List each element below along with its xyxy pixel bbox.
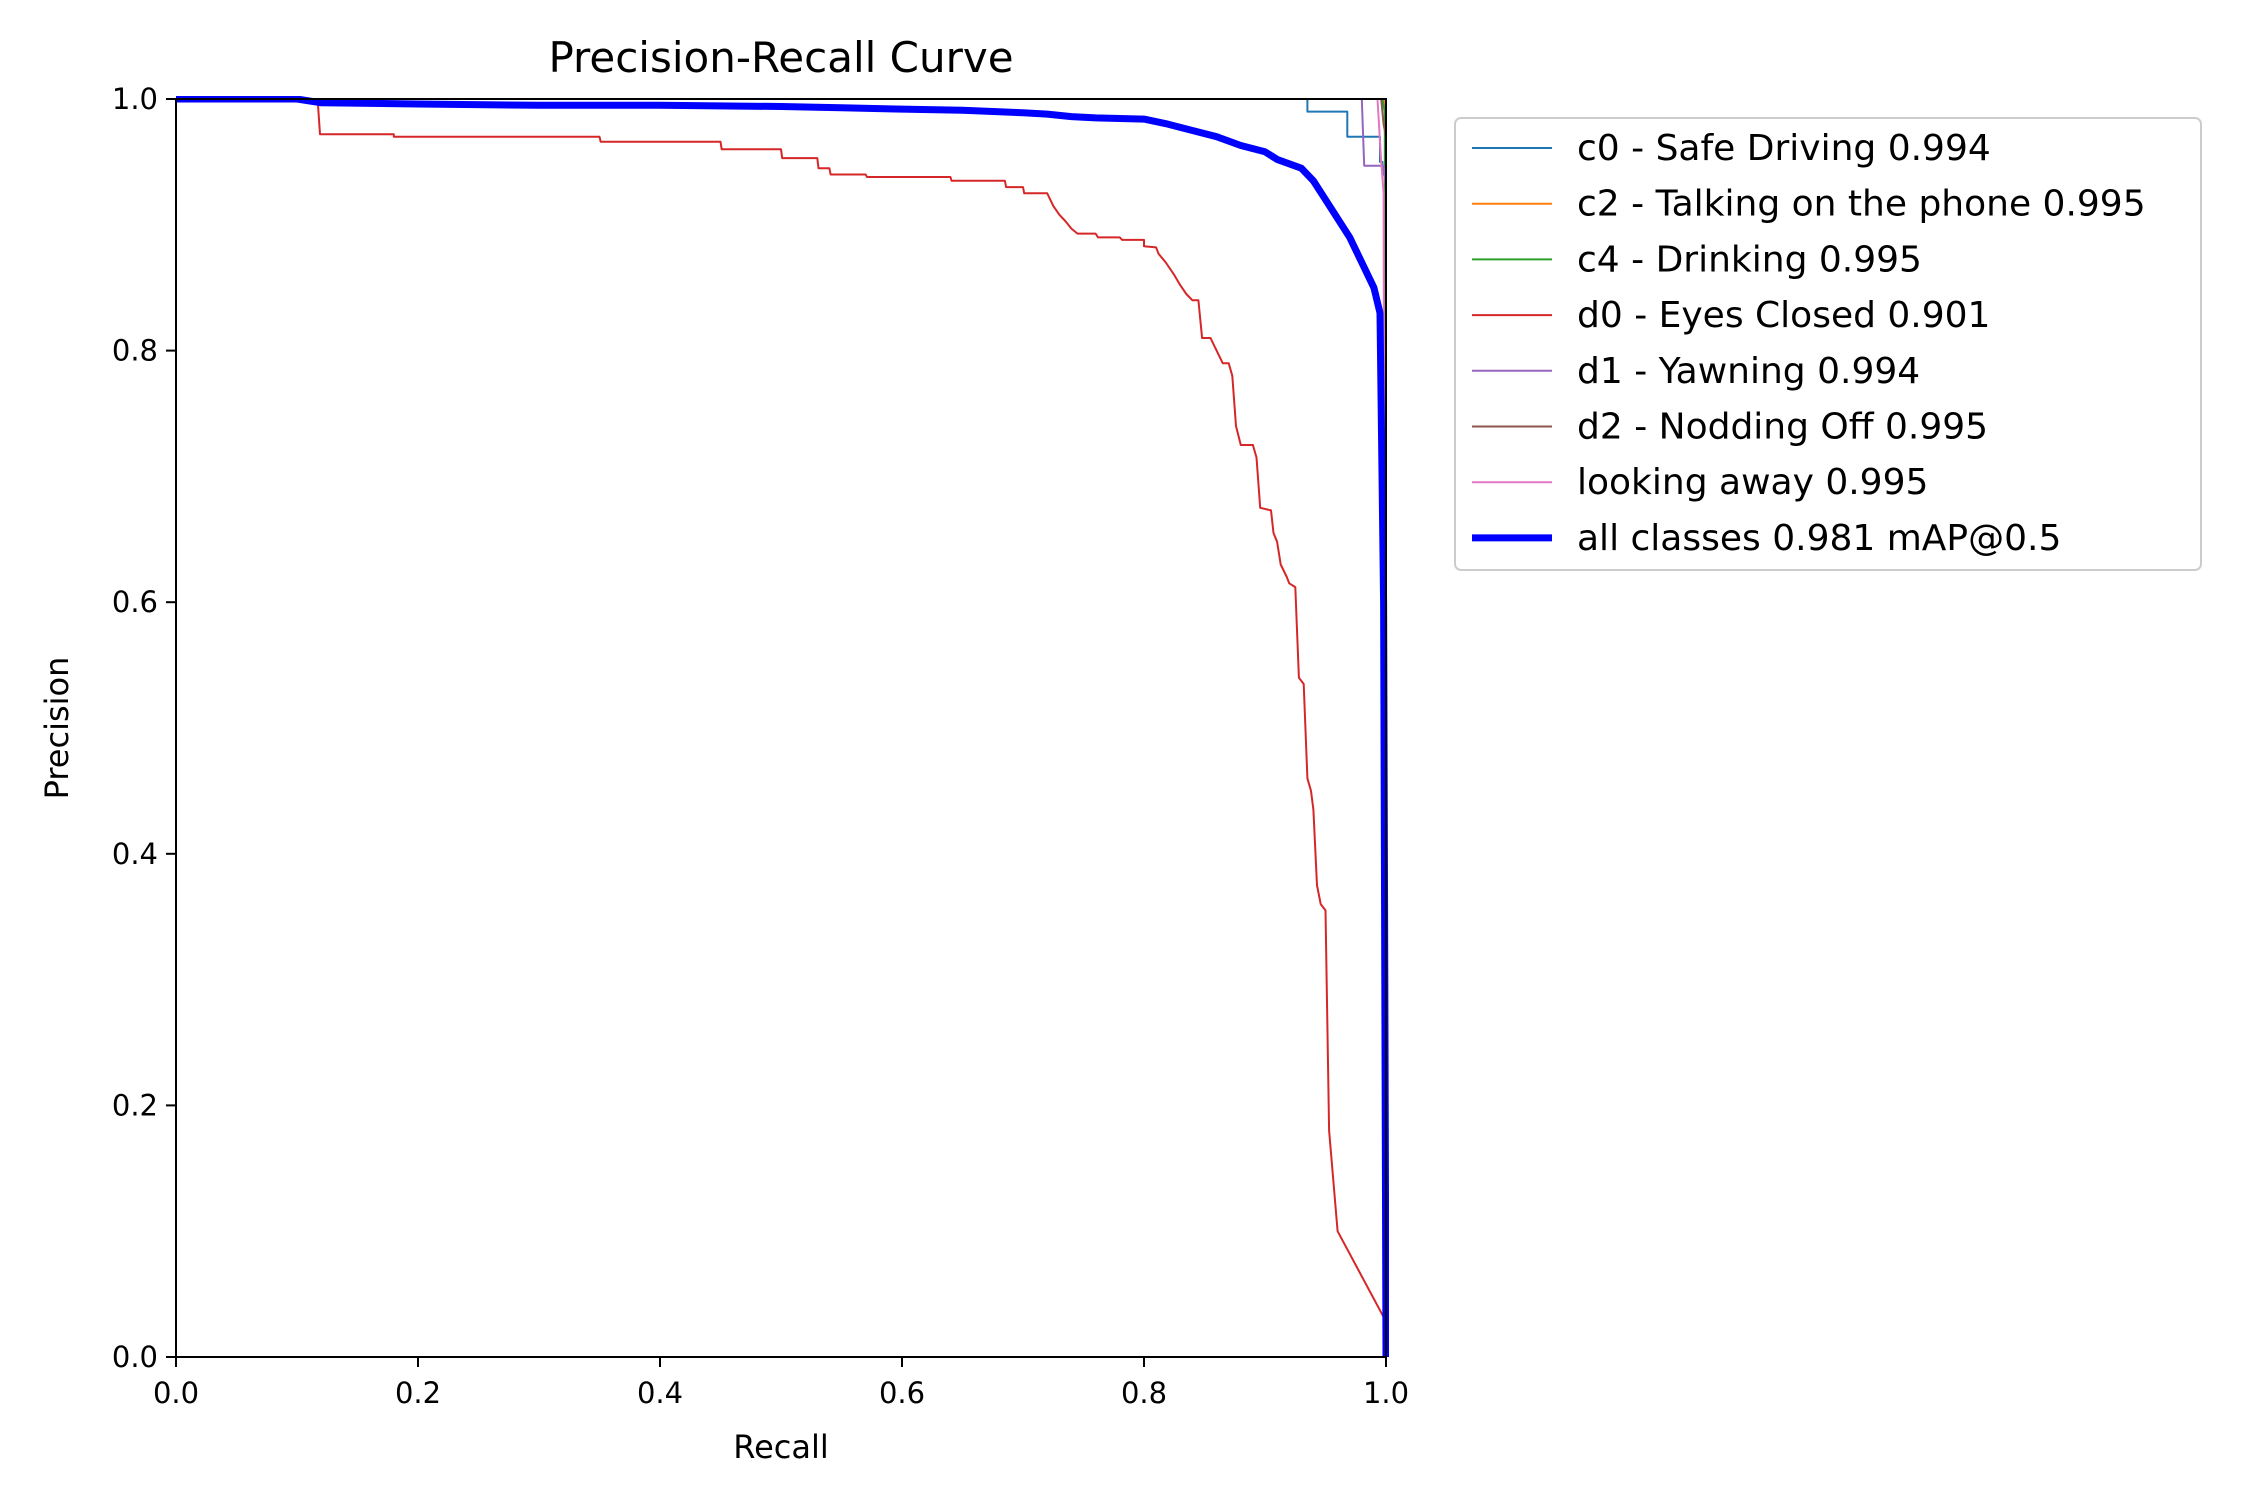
y-axis-label: Precision (38, 657, 76, 800)
legend-label: d0 - Eyes Closed 0.901 (1577, 295, 1990, 336)
x-tick-label: 0.8 (1121, 1376, 1167, 1410)
x-tick-label: 0.6 (879, 1376, 925, 1410)
y-tick-label: 0.0 (112, 1340, 158, 1374)
legend-label: all classes 0.981 mAP@0.5 (1577, 518, 2061, 559)
x-tick-label: 0.2 (395, 1376, 441, 1410)
legend: c0 - Safe Driving 0.994 c2 - Talking on t… (1454, 117, 2202, 571)
x-axis-label: Recall (733, 1428, 828, 1466)
series-line-4 (176, 98, 1387, 1358)
legend-label: c2 - Talking on the phone 0.995 (1577, 184, 2146, 225)
legend-label: looking away 0.995 (1577, 462, 1928, 503)
y-axis: 0.0 0.2 0.4 0.6 0.8 1.0 (112, 82, 176, 1374)
legend-label: d2 - Nodding Off 0.995 (1577, 407, 1988, 448)
x-tick-label: 0.0 (153, 1376, 199, 1410)
y-tick-label: 0.2 (112, 1088, 158, 1122)
legend-label: c4 - Drinking 0.995 (1577, 239, 1922, 280)
x-tick-label: 1.0 (1363, 1376, 1409, 1410)
legend-box (1454, 117, 2202, 571)
x-axis: 0.0 0.2 0.4 0.6 0.8 1.0 (153, 1357, 1409, 1410)
legend-label: c0 - Safe Driving 0.994 (1577, 128, 1991, 169)
y-tick-label: 0.6 (112, 585, 158, 619)
series-line-8 (176, 96, 1389, 1358)
x-tick-label: 0.4 (637, 1376, 683, 1410)
plot-frame (175, 98, 1387, 1358)
y-tick-label: 0.8 (112, 334, 158, 368)
legend-label: d1 - Yawning 0.994 (1577, 351, 1920, 392)
y-tick-label: 1.0 (112, 82, 158, 116)
y-tick-label: 0.4 (112, 837, 158, 871)
chart-title: Precision-Recall Curve (548, 33, 1013, 82)
